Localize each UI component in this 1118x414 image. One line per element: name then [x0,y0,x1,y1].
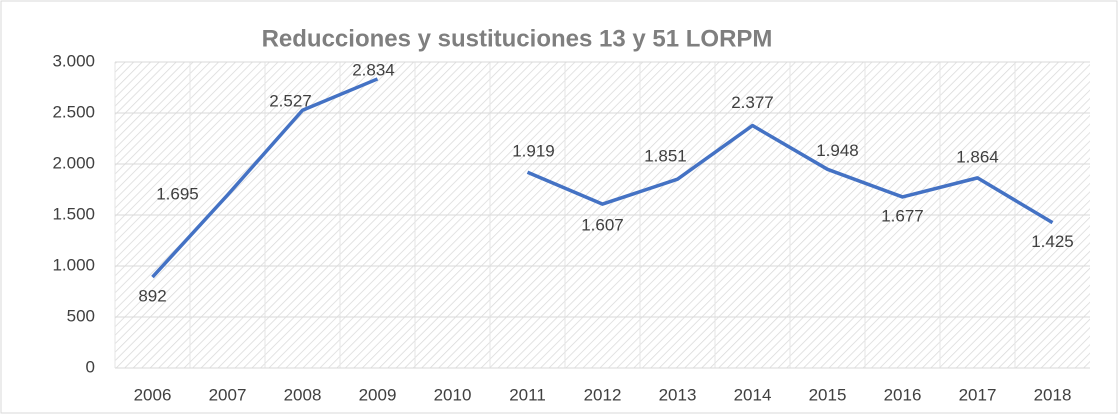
x-tick-label: 2010 [434,385,472,404]
x-tick-label: 2009 [359,385,397,404]
y-tick-label: 2.000 [52,153,95,172]
x-tick-label: 2008 [284,385,322,404]
data-label: 2.527 [269,92,312,111]
x-tick-label: 2018 [1034,385,1072,404]
x-tick-label: 2017 [959,385,997,404]
data-label: 1.919 [512,142,555,161]
x-tick-label: 2014 [734,385,772,404]
data-line [151,77,1054,279]
x-tick-label: 2011 [509,385,546,404]
y-tick-label: 1.500 [52,204,95,223]
data-label: 1.864 [956,147,999,166]
data-label: 1.677 [881,206,924,225]
y-tick-label: 0 [86,357,95,376]
data-label: 1.851 [644,147,687,166]
y-tick-label: 500 [67,306,95,325]
x-tick-label: 2007 [209,385,247,404]
x-tick-label: 2016 [884,385,922,404]
x-tick-label: 2012 [584,385,622,404]
chart-title: Reducciones y sustituciones 13 y 51 LORP… [262,25,773,52]
data-label: 1.695 [156,185,199,204]
x-tick-label: 2015 [809,385,847,404]
y-tick-label: 3.000 [52,51,95,70]
data-label: 892 [138,287,166,306]
data-label: 1.425 [1031,232,1074,251]
data-label: 1.607 [581,216,624,235]
data-label: 2.377 [731,93,774,112]
data-label: 2.834 [352,60,395,79]
x-tick-label: 2006 [134,385,172,404]
y-tick-label: 2.500 [52,102,95,121]
x-tick-label: 2013 [659,385,697,404]
y-tick-label: 1.000 [52,255,95,274]
data-label: 1.948 [816,141,859,160]
